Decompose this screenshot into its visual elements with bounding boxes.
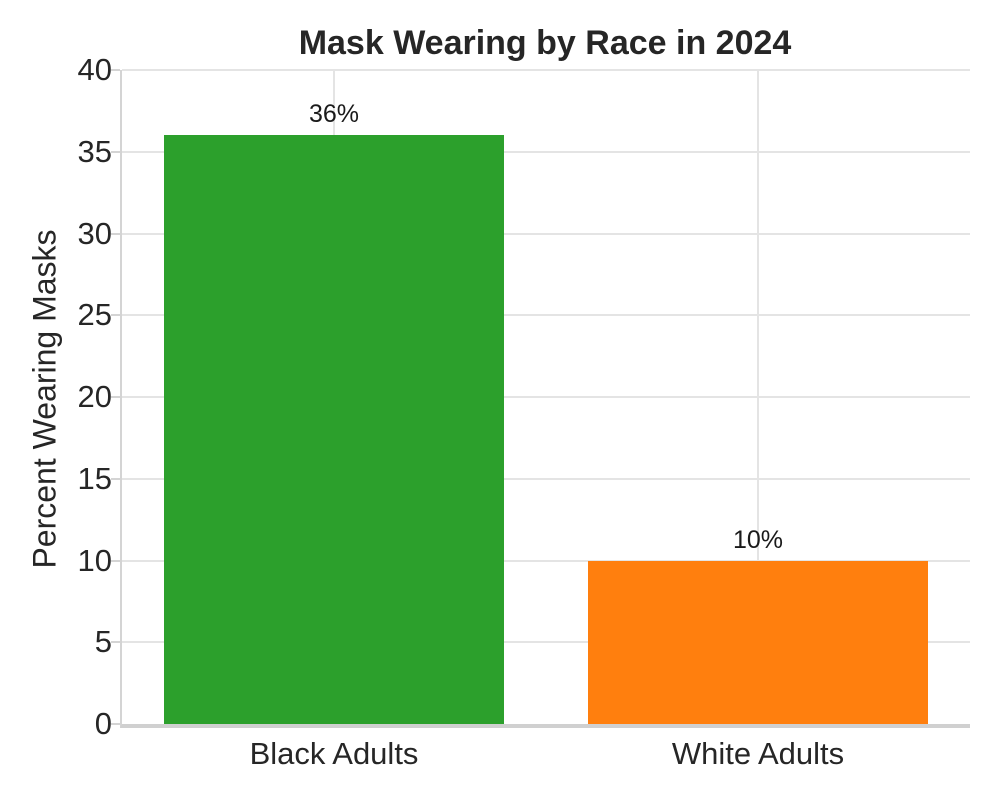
- chart-title: Mask Wearing by Race in 2024: [298, 24, 792, 62]
- bar-value-label-white-adults: 10%: [732, 525, 784, 554]
- y-tick-mark: [111, 232, 120, 235]
- y-tick-label: 0: [94, 706, 112, 741]
- y-gridline: [122, 314, 970, 317]
- x-tick-label-white-adults: White Adults: [671, 736, 845, 771]
- y-tick-mark: [111, 477, 120, 480]
- y-tick-mark: [111, 723, 120, 725]
- y-tick-label: 10: [77, 542, 112, 578]
- y-gridline: [122, 232, 970, 235]
- y-tick-mark: [111, 641, 120, 644]
- bar-value-label-black-adults: 36%: [308, 100, 360, 129]
- y-tick-label: 35: [77, 133, 112, 169]
- y-tick-label: 20: [77, 379, 112, 414]
- x-gridline: [757, 70, 759, 724]
- plot-area: [120, 69, 970, 728]
- bar-white-adults: [588, 560, 928, 724]
- y-gridline: [122, 641, 970, 644]
- y-tick-mark: [111, 314, 120, 317]
- y-tick-mark: [111, 150, 120, 153]
- y-tick-label: 40: [77, 52, 112, 87]
- y-tick-label: 5: [94, 624, 112, 660]
- y-tick-mark: [111, 559, 120, 562]
- y-gridline: [122, 150, 970, 153]
- y-tick-label: 15: [77, 460, 112, 496]
- y-gridline: [122, 477, 970, 480]
- bar-black-adults: [164, 135, 504, 724]
- y-gridline: [122, 69, 970, 71]
- y-tick-mark: [111, 396, 120, 398]
- y-tick-label: 25: [77, 297, 112, 333]
- y-tick-mark: [111, 69, 120, 71]
- y-tick-label: 30: [77, 215, 112, 251]
- x-tick-label-black-adults: Black Adults: [249, 736, 419, 771]
- y-gridline: [122, 396, 970, 398]
- y-gridline: [122, 559, 970, 562]
